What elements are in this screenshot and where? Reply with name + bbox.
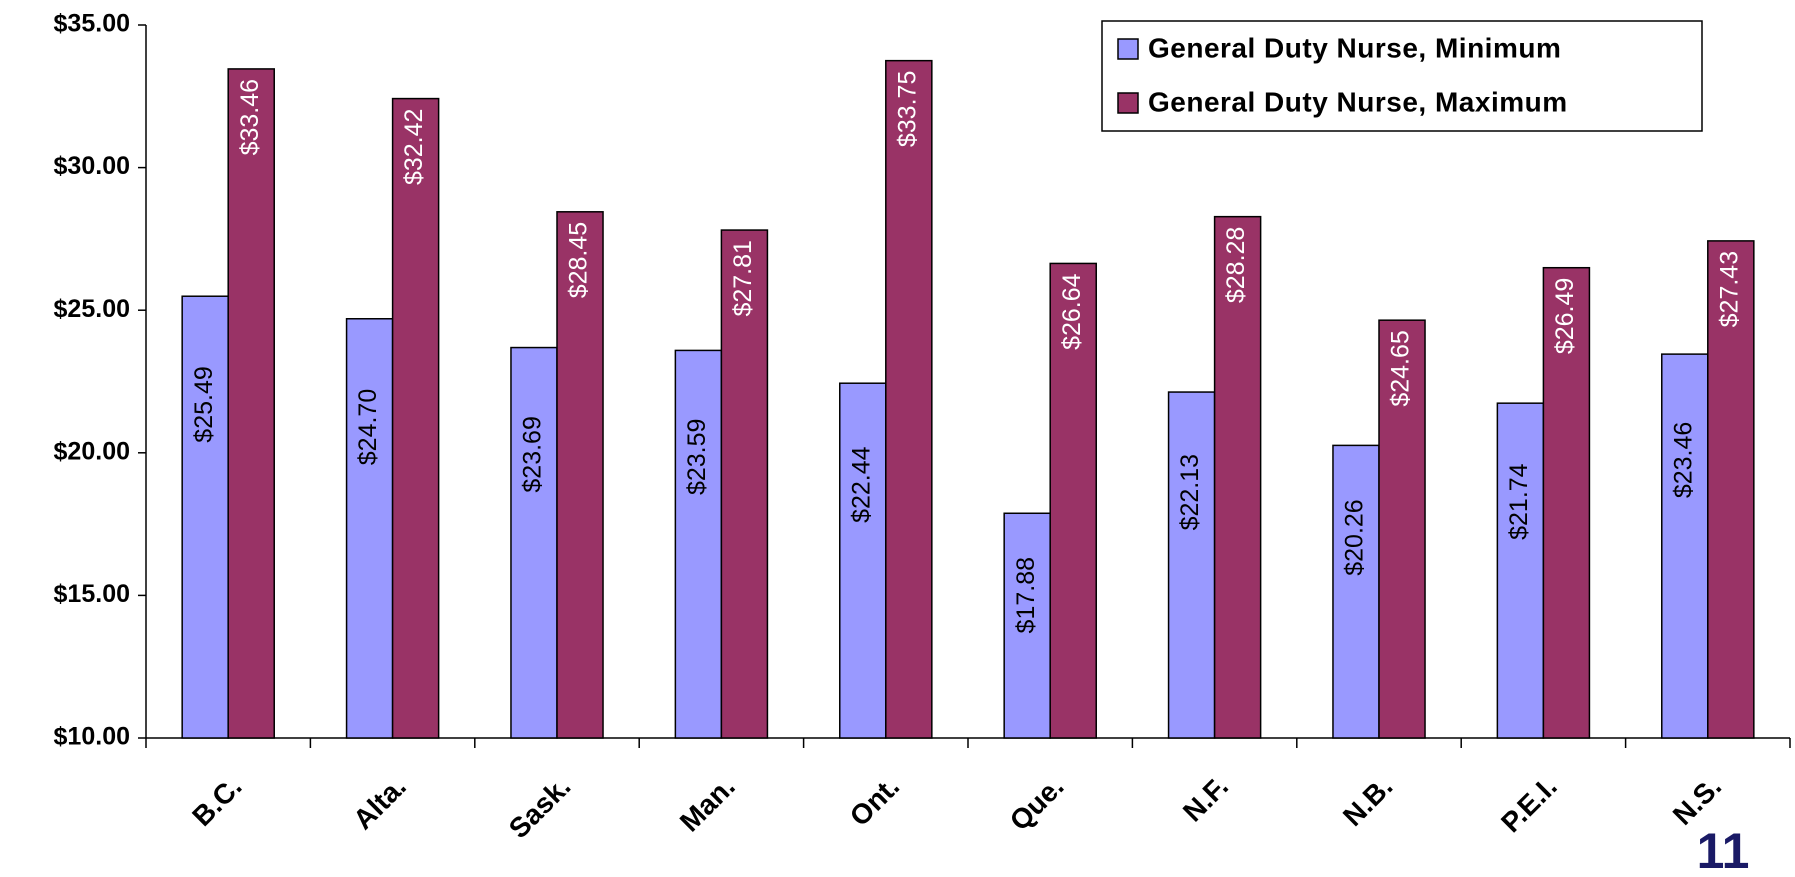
value-label: $24.65 <box>1387 330 1415 406</box>
value-label: $27.81 <box>729 240 757 316</box>
value-label: $28.28 <box>1222 227 1250 303</box>
bar <box>1213 215 1262 739</box>
value-label: $33.46 <box>236 79 264 155</box>
x-tick-label: N.S. <box>1667 771 1727 831</box>
legend-swatch <box>1117 38 1139 60</box>
bar <box>1661 353 1709 739</box>
y-tick-label: $35.00 <box>54 10 130 38</box>
bar <box>1542 266 1591 739</box>
value-label: $28.45 <box>565 222 593 298</box>
bar <box>391 97 440 739</box>
y-tick-label: $20.00 <box>54 437 130 465</box>
legend-swatch <box>1117 92 1139 114</box>
y-tick-label: $30.00 <box>54 152 130 180</box>
bar <box>1707 240 1755 739</box>
bar <box>720 229 769 739</box>
bar <box>1496 402 1545 739</box>
value-label: $22.13 <box>1176 454 1204 530</box>
bar <box>1003 512 1051 739</box>
value-label: $23.59 <box>683 419 711 495</box>
bar <box>1049 262 1097 739</box>
x-tick-label: Ont. <box>844 771 906 833</box>
legend-label: General Duty Nurse, Minimum <box>1148 32 1561 63</box>
bar <box>227 68 275 739</box>
bar <box>839 382 887 739</box>
x-tick-label: Man. <box>674 771 741 838</box>
x-tick-label: P.E.I. <box>1495 771 1563 839</box>
bar <box>1378 319 1426 739</box>
value-label: $27.43 <box>1715 251 1743 327</box>
bar <box>1332 444 1380 739</box>
value-label: $26.49 <box>1551 278 1579 354</box>
bar <box>1167 391 1216 739</box>
value-label: $33.75 <box>893 71 921 147</box>
x-tick-label: Sask. <box>503 771 577 845</box>
page-number: 11 <box>1697 823 1750 877</box>
x-tick-label: Alta. <box>347 771 412 836</box>
legend-box <box>1101 20 1703 132</box>
value-label: $23.46 <box>1669 422 1697 498</box>
bar <box>345 318 394 739</box>
bar <box>674 349 723 739</box>
x-tick-label: N.F. <box>1177 771 1234 828</box>
bar <box>556 211 604 739</box>
value-label: $21.74 <box>1505 463 1533 540</box>
value-label: $23.69 <box>519 416 547 492</box>
legend-label: General Duty Nurse, Maximum <box>1148 86 1568 117</box>
value-label: $22.44 <box>847 446 875 523</box>
value-label: $17.88 <box>1012 557 1040 633</box>
y-tick-label: $15.00 <box>54 580 130 608</box>
y-tick-label: $25.00 <box>54 295 130 323</box>
value-label: $24.70 <box>354 389 382 465</box>
value-label: $26.64 <box>1058 273 1086 350</box>
bar <box>510 346 558 739</box>
y-tick-label: $10.00 <box>54 723 130 751</box>
x-tick-label: Que. <box>1004 771 1070 837</box>
x-tick-label: N.B. <box>1337 771 1399 833</box>
bar <box>885 59 933 739</box>
value-label: $20.26 <box>1341 499 1369 575</box>
value-label: $25.49 <box>190 366 218 442</box>
value-label: $32.42 <box>400 109 428 185</box>
bar <box>181 295 229 739</box>
x-tick-label: B.C. <box>186 771 248 833</box>
